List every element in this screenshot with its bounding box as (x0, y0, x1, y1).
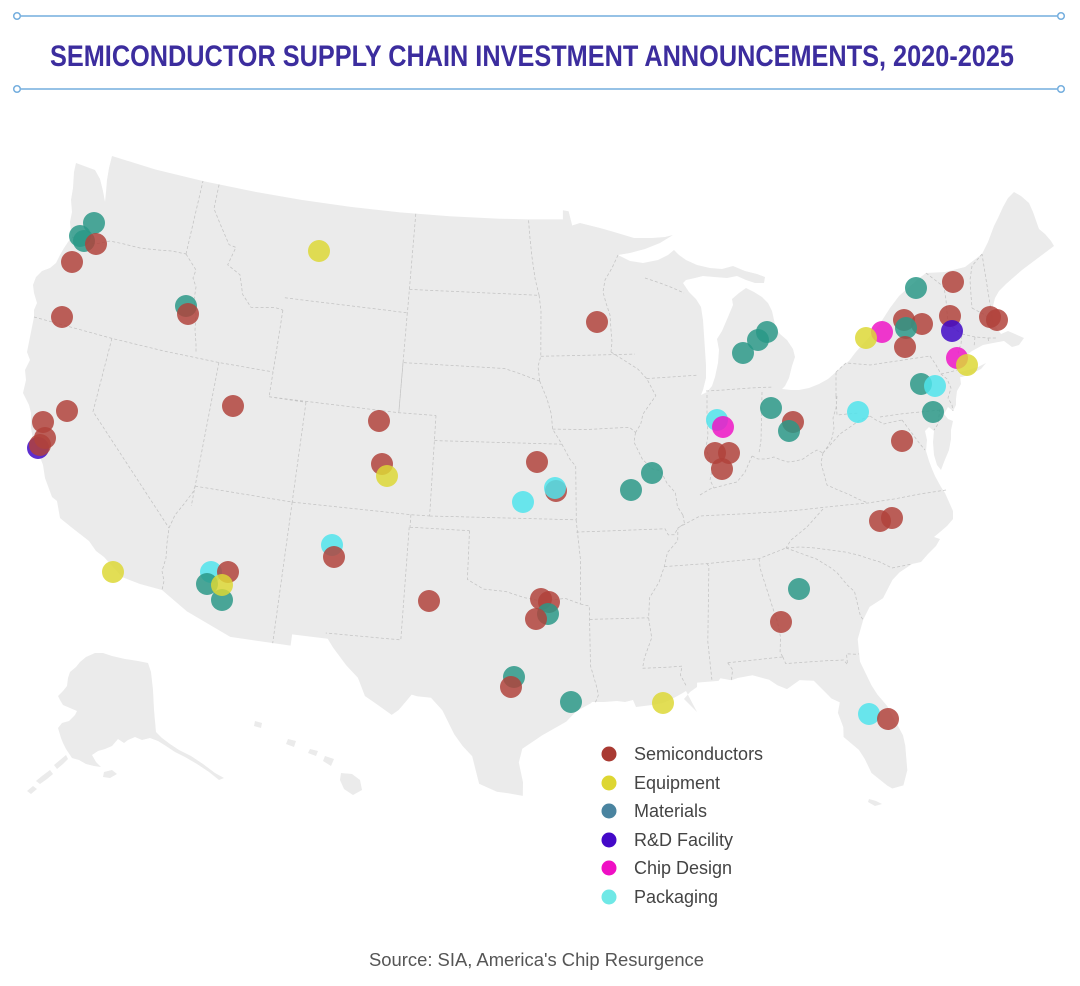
svg-text:Materials: Materials (634, 801, 707, 821)
svg-text:Equipment: Equipment (634, 773, 720, 793)
svg-text:Source: SIA, America's Chip Re: Source: SIA, America's Chip Resurgence (369, 949, 704, 970)
svg-text:Packaging: Packaging (634, 887, 718, 907)
svg-text:Chip Design: Chip Design (634, 858, 732, 878)
svg-text:Semiconductors: Semiconductors (634, 744, 763, 764)
svg-text:R&D Facility: R&D Facility (634, 830, 733, 850)
svg-text:SEMICONDUCTOR SUPPLY CHAIN INV: SEMICONDUCTOR SUPPLY CHAIN INVESTMENT AN… (50, 40, 1014, 73)
